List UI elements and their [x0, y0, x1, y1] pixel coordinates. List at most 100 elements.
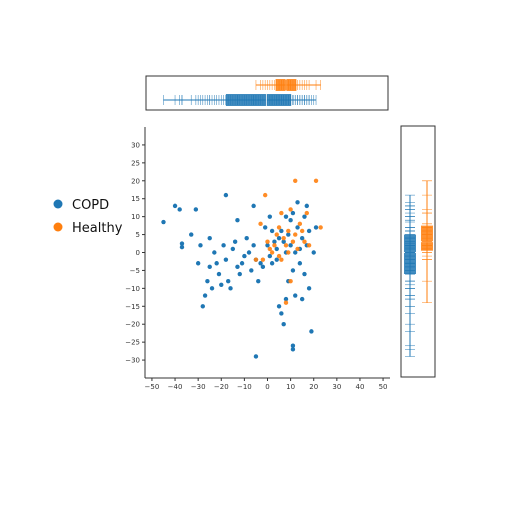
- legend-label-copd: COPD: [72, 198, 109, 213]
- scatter-point-copd: [221, 243, 226, 248]
- y-tick-label: −15: [125, 303, 140, 311]
- scatter-point-copd: [207, 235, 212, 241]
- x-tick-label: 30: [332, 383, 341, 391]
- scatter-point-copd: [244, 235, 249, 241]
- y-tick-label: 15: [131, 195, 140, 203]
- scatter-point-copd: [179, 241, 185, 246]
- scatter-point-copd: [304, 203, 309, 209]
- scatter-point-copd: [235, 218, 240, 223]
- scatter-point-copd: [179, 244, 185, 250]
- scatter-point-copd: [276, 304, 282, 309]
- scatter-point-healthy: [258, 221, 263, 227]
- scatter-point-copd: [293, 293, 298, 298]
- x-tick-label: 0: [265, 383, 269, 391]
- scatter-point-copd: [223, 257, 229, 262]
- scatter-point-copd: [249, 268, 254, 273]
- scatter-point-copd: [253, 354, 259, 359]
- scatter-point-copd: [260, 264, 266, 270]
- top-marginal-marks: [163, 79, 321, 106]
- scatter-point-copd: [302, 271, 307, 277]
- scatter-point-healthy: [269, 250, 275, 255]
- scatter-point-copd: [286, 232, 291, 237]
- y-tick-label: −20: [125, 321, 140, 329]
- right-marginal-frame: [400, 125, 436, 378]
- right-marginal-marks: [404, 180, 433, 357]
- x-tick-label: −20: [214, 383, 229, 391]
- scatter-point-copd: [313, 225, 319, 230]
- x-tick-label: 40: [355, 383, 364, 391]
- scatter-point-copd: [209, 286, 215, 291]
- scatter-point-copd: [283, 214, 289, 219]
- scatter-point-copd: [279, 311, 284, 316]
- x-tick-label: 50: [379, 383, 388, 391]
- x-tick-label: −40: [168, 383, 183, 391]
- scatter-point-copd: [232, 239, 238, 244]
- scatter-point-copd: [216, 271, 222, 277]
- x-tick-label: −30: [191, 383, 206, 391]
- scatter-point-copd: [251, 203, 256, 209]
- y-tick-label: −30: [125, 357, 140, 365]
- scatter-point-healthy: [276, 225, 282, 230]
- scatter-point-copd: [269, 228, 275, 234]
- scatter-point-copd: [226, 278, 231, 284]
- scatter-point-copd: [198, 243, 203, 248]
- scatter-point-copd: [161, 219, 166, 225]
- scatter-point-healthy: [297, 221, 303, 227]
- top-marginal-panel: [145, 75, 389, 111]
- scatter-point-copd: [299, 296, 305, 302]
- x-tick-label: 20: [309, 383, 318, 391]
- y-tick-label: 20: [131, 177, 140, 185]
- scatter-point-copd: [267, 214, 273, 219]
- scatter-point-healthy: [253, 257, 259, 262]
- scatter-point-copd: [267, 253, 273, 259]
- scatter-point-healthy: [304, 210, 309, 216]
- legend: COPD Healthy: [53, 198, 123, 236]
- scatter-point-copd: [195, 261, 201, 266]
- scatter-point-healthy: [313, 178, 319, 183]
- legend-label-healthy: Healthy: [72, 221, 123, 236]
- scatter-point-copd: [242, 253, 247, 259]
- y-tick-label: −25: [125, 339, 140, 347]
- scatter-point-copd: [293, 250, 298, 255]
- y-axis-ticks: −30 −25 −20 −15 −10 −5 0 5 10 15 20 25 30: [125, 141, 145, 365]
- scatter-point-copd: [212, 250, 217, 255]
- scatter-point-copd: [279, 228, 284, 234]
- scatter-point-healthy: [276, 253, 282, 259]
- y-tick-label: 30: [131, 141, 140, 149]
- right-marginal-panel: [400, 125, 436, 378]
- scatter-point-copd: [189, 232, 194, 237]
- scatter-point-healthy: [272, 243, 277, 248]
- scatter-point-copd: [177, 207, 182, 212]
- scatter-point-copd: [274, 246, 279, 252]
- scatter-point-copd: [281, 239, 286, 244]
- x-axis-ticks: −50 −40 −30 −20 −10 0 10 20 30 40 50: [145, 378, 388, 391]
- scatter-point-copd: [311, 250, 316, 255]
- scatter-point-healthy: [283, 300, 289, 305]
- scatter-point-copd: [207, 264, 212, 270]
- scatter-point-healthy: [267, 246, 273, 252]
- scatter-point-copd: [302, 214, 307, 219]
- scatter-point-copd: [258, 261, 263, 266]
- scatter-point-copd: [297, 261, 303, 266]
- scatter-point-copd: [309, 329, 314, 334]
- x-tick-label: −50: [145, 383, 160, 391]
- y-tick-label: 0: [136, 249, 140, 257]
- scatter-point-healthy: [279, 210, 284, 216]
- scatter-point-healthy: [262, 192, 268, 198]
- legend-marker-copd: [53, 199, 63, 209]
- x-tick-label: −10: [237, 383, 252, 391]
- scatter-point-copd: [306, 228, 312, 234]
- scatter-panel: −50 −40 −30 −20 −10 0 10 20 30 40 50 −30−25−20−15−…: [125, 127, 390, 391]
- scatter-point-healthy: [286, 250, 291, 255]
- scatter-point-healthy: [302, 239, 307, 244]
- scatter-point-healthy: [293, 232, 298, 237]
- scatter-point-copd: [251, 243, 256, 248]
- y-tick-label: −5: [130, 267, 140, 275]
- scatter-point-copd: [269, 261, 275, 266]
- scatter-point-healthy: [306, 243, 312, 248]
- scatter-point-healthy: [299, 228, 305, 234]
- scatter-point-copd: [272, 239, 277, 244]
- scatter-point-copd: [274, 257, 279, 262]
- scatter-point-healthy: [318, 225, 323, 230]
